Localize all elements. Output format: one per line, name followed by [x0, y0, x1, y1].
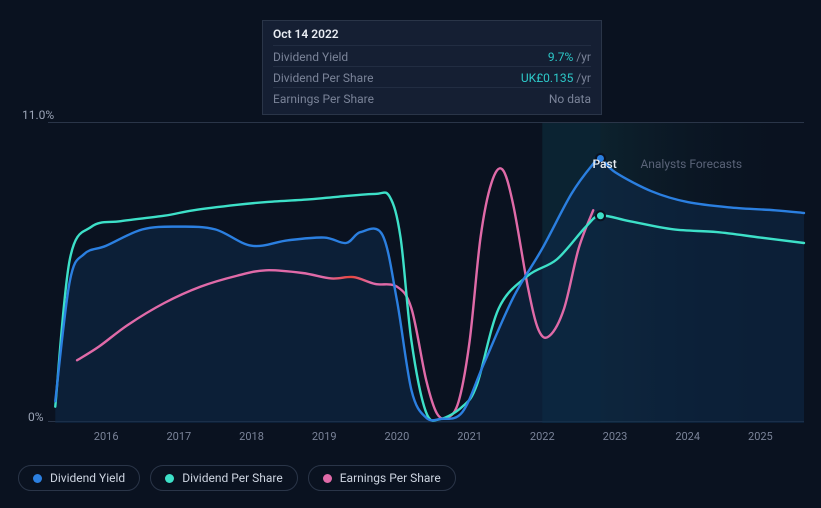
legend-dot-icon — [323, 474, 332, 483]
legend-item[interactable]: Dividend Yield — [18, 465, 140, 491]
x-tick: 2024 — [675, 430, 700, 443]
legend-dot-icon — [165, 474, 174, 483]
plot-region[interactable]: Past Analysts Forecasts — [48, 122, 804, 422]
x-tick: 2020 — [385, 430, 410, 443]
tooltip-row-label: Dividend Per Share — [273, 69, 374, 87]
tooltip-row-value: 9.7% /yr — [548, 48, 591, 66]
y-axis-bottom-label: 0% — [28, 410, 44, 424]
legend-item[interactable]: Earnings Per Share — [308, 465, 456, 491]
x-tick: 2017 — [166, 430, 191, 443]
x-axis: 2016 2017 2018 2019 2020 2021 2022 2023 2024 2025 — [48, 430, 804, 450]
legend: Dividend Yield Dividend Per Share Earnings… — [18, 465, 456, 491]
x-tick: 2016 — [94, 430, 119, 443]
tooltip-row-label: Dividend Yield — [273, 48, 348, 66]
x-tick: 2025 — [748, 430, 773, 443]
legend-label: Earnings Per Share — [340, 471, 441, 485]
legend-dot-icon — [33, 474, 42, 483]
x-tick: 2018 — [239, 430, 264, 443]
legend-item[interactable]: Dividend Per Share — [150, 465, 298, 491]
tooltip-date: Oct 14 2022 — [273, 27, 591, 41]
chart-area: 11.0% 0% Past Analysts Forecasts 2016201… — [18, 100, 806, 450]
tooltip-row-value: UK£0.135 /yr — [521, 69, 591, 87]
legend-label: Dividend Per Share — [182, 471, 283, 485]
x-tick: 2022 — [530, 430, 555, 443]
tooltip-row: Dividend Per Share UK£0.135 /yr — [273, 66, 591, 87]
y-axis-top-label: 11.0% — [22, 108, 54, 122]
x-tick: 2021 — [457, 430, 482, 443]
legend-label: Dividend Yield — [50, 471, 125, 485]
tooltip-row: Dividend Yield 9.7% /yr — [273, 45, 591, 66]
x-tick: 2023 — [603, 430, 628, 443]
x-tick: 2019 — [312, 430, 337, 443]
